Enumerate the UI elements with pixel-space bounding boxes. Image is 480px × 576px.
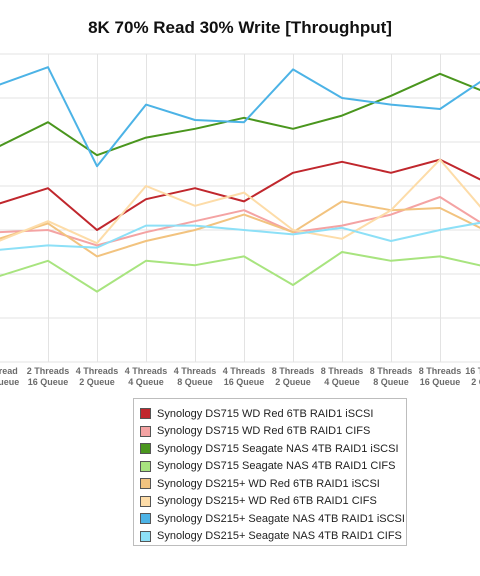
legend-item: Synology DS715 WD Red 6TB RAID1 CIFS bbox=[140, 423, 370, 440]
legend-item: Synology DS715 Seagate NAS 4TB RAID1 iSC… bbox=[140, 440, 399, 457]
series-line-7 bbox=[0, 66, 480, 168]
x-tick-label: 4 Threads 16 Queue bbox=[223, 366, 266, 387]
legend-swatch bbox=[140, 425, 151, 437]
legend-label: Synology DS215+ WD Red 6TB RAID1 iSCSI bbox=[157, 477, 380, 490]
legend-item: Synology DS715 WD Red 6TB RAID1 iSCSI bbox=[140, 405, 373, 422]
x-tick-label: 4 Threads 2 Queue bbox=[76, 366, 119, 387]
legend-label: Synology DS715 Seagate NAS 4TB RAID1 iSC… bbox=[157, 442, 399, 455]
legend-swatch bbox=[140, 478, 151, 489]
x-tick-label: 4 Threads 4 Queue bbox=[125, 366, 168, 387]
legend-label: Synology DS715 WD Red 6TB RAID1 CIFS bbox=[157, 425, 371, 437]
chart-legend: Synology DS715 WD Red 6TB RAID1 iSCSI Syn… bbox=[133, 398, 407, 546]
series-line-8 bbox=[0, 221, 480, 251]
legend-item: Synology DS215+ Seagate NAS 4TB RAID1 iS… bbox=[140, 510, 405, 527]
legend-swatch bbox=[140, 460, 151, 472]
legend-label: Synology DS715 WD Red 6TB RAID1 iSCSI bbox=[157, 407, 374, 420]
legend-label: Synology DS215+ WD Red 6TB RAID1 CIFS bbox=[157, 495, 377, 507]
legend-swatch bbox=[140, 408, 151, 419]
chart-series bbox=[0, 66, 480, 293]
legend-item: Synology DS715 Seagate NAS 4TB RAID1 CIF… bbox=[140, 458, 395, 475]
x-tick-label: 8 Threads 2 Queue bbox=[272, 366, 315, 387]
legend-swatch bbox=[140, 530, 151, 542]
x-tick-label: 4 Threads 8 Queue bbox=[174, 366, 217, 387]
legend-item: Synology DS215+ WD Red 6TB RAID1 iSCSI bbox=[140, 475, 380, 492]
legend-label: Synology DS715 Seagate NAS 4TB RAID1 CIF… bbox=[157, 460, 396, 472]
legend-item: Synology DS215+ WD Red 6TB RAID1 CIFS bbox=[140, 493, 377, 510]
legend-item: Synology DS215+ Seagate NAS 4TB RAID1 CI… bbox=[140, 528, 402, 545]
chart-title: 8K 70% Read 30% Write [Throughput] bbox=[88, 18, 392, 37]
series-line-1 bbox=[0, 158, 480, 231]
x-tick-label: 8 Threads 4 Queue bbox=[321, 366, 364, 387]
legend-label: Synology DS215+ Seagate NAS 4TB RAID1 CI… bbox=[157, 530, 402, 542]
series-line-6 bbox=[0, 158, 480, 245]
x-tick-label: 8 Threads 8 Queue bbox=[370, 366, 413, 387]
series-line-3 bbox=[0, 72, 480, 157]
legend-swatch bbox=[140, 513, 151, 524]
series-line-5 bbox=[0, 200, 480, 258]
x-tick-label: 2 Threads 16 Queue bbox=[27, 366, 70, 387]
x-tick-label: 8 Threads 16 Queue bbox=[419, 366, 462, 387]
x-tick-label: 1 Thread16 Queue bbox=[0, 366, 19, 387]
series-line-4 bbox=[0, 251, 480, 293]
legend-label: Synology DS215+ Seagate NAS 4TB RAID1 iS… bbox=[157, 512, 405, 525]
legend-swatch bbox=[140, 495, 151, 507]
legend-swatch bbox=[140, 443, 151, 454]
